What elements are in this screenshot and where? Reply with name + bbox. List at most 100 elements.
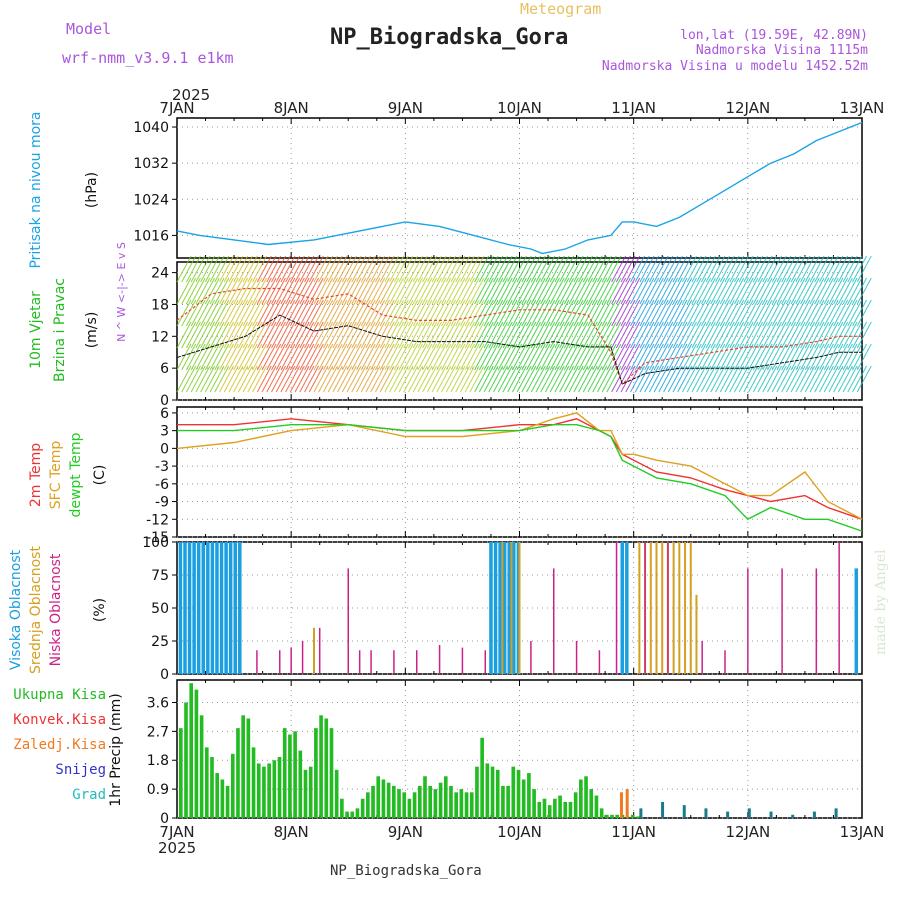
wind-barb: [412, 255, 428, 283]
wind-barb: [767, 299, 782, 327]
cloud-unit-label: (%): [92, 598, 108, 622]
wind-barb: [308, 277, 324, 305]
wind-barb: [597, 343, 612, 371]
wind-barb: [308, 299, 324, 327]
precip-grad-bar: [661, 801, 665, 818]
wind-barb: [682, 277, 697, 305]
wind-barb: [549, 343, 565, 371]
wind-barb: [847, 299, 863, 327]
precip-total-bar: [464, 792, 469, 818]
wind-barb: [568, 365, 584, 393]
wind-barb: [526, 277, 542, 305]
wind-barb: [545, 343, 560, 371]
wind-barb: [204, 277, 220, 305]
wind-barb: [304, 255, 319, 283]
wind-barb: [341, 255, 357, 283]
wind-barb: [776, 343, 792, 371]
wind-barb: [497, 299, 513, 327]
wind-barb: [587, 255, 603, 283]
wind-barb: [700, 321, 716, 349]
wind-barb: [691, 299, 707, 327]
wind-barb: [601, 343, 617, 371]
wind-barb: [578, 299, 593, 327]
precip-total-bar: [594, 795, 599, 818]
wind-barb: [304, 277, 319, 305]
wind-barb: [658, 343, 674, 371]
wind-barb: [417, 255, 433, 283]
wind-barb: [507, 321, 523, 349]
wind-barb: [800, 365, 816, 393]
wind-barb: [847, 365, 863, 393]
precip-total-bar: [215, 773, 220, 818]
wind-barb: [724, 365, 740, 393]
wind-barb: [460, 255, 475, 283]
wind-barb: [653, 299, 669, 327]
wind-barb: [700, 343, 716, 371]
wind-barb: [256, 365, 272, 393]
wind-barb: [833, 255, 849, 283]
wind-barb: [705, 255, 721, 283]
precip-total-bar: [241, 715, 245, 818]
wind-barb: [653, 255, 669, 283]
wind-barb: [625, 343, 641, 371]
x-tick-label-top: 8JAN: [274, 99, 309, 117]
wind-barb: [389, 321, 405, 349]
wind-barb: [308, 321, 324, 349]
wind-barb: [384, 321, 400, 349]
wind-barb: [422, 321, 438, 349]
wind-barb: [266, 277, 282, 305]
precip-grad-bar: [812, 811, 816, 818]
wind-barb: [252, 343, 268, 371]
wind-barb: [374, 255, 390, 283]
pressure-line: [176, 121, 863, 255]
wind-barb: [190, 365, 206, 393]
wind-barb: [682, 321, 697, 349]
wind-barb: [280, 321, 296, 349]
wind-barb: [563, 343, 579, 371]
wind-barb: [526, 321, 542, 349]
cloud-low-bar: [724, 650, 726, 674]
wind-barb: [360, 321, 376, 349]
wind-barb: [313, 299, 329, 327]
wind-barb: [464, 321, 480, 349]
wind-barb: [176, 343, 192, 371]
wind-barb: [223, 321, 239, 349]
wind-barb: [582, 365, 598, 393]
wind-barb: [682, 255, 697, 283]
precip-total-bar: [392, 785, 396, 818]
wind-barb: [653, 321, 669, 349]
wind-barb: [644, 277, 660, 305]
wind-barb: [738, 277, 754, 305]
wind-barb: [223, 277, 239, 305]
wind-barb: [837, 343, 853, 371]
wind-barb: [271, 299, 286, 327]
cloud-mid-bar: [678, 542, 681, 674]
wind-barb: [696, 343, 712, 371]
wind-barb: [686, 365, 702, 393]
wind-barb: [573, 299, 589, 327]
y-tick-label: 1032: [133, 156, 169, 172]
wind-barb: [426, 321, 442, 349]
footer-label: NP_Biogradska_Gora: [330, 863, 482, 879]
wind-barb: [521, 365, 537, 393]
wind-barb: [814, 343, 830, 371]
wind-barb: [611, 365, 627, 393]
wind-barb: [776, 299, 792, 327]
wind-barb: [634, 321, 650, 349]
wind-barb: [809, 365, 825, 393]
wind-barb: [478, 321, 494, 349]
wind-barb: [356, 255, 371, 283]
wind-barb: [445, 255, 461, 283]
wind-barb: [275, 343, 291, 371]
wind-barb: [223, 255, 239, 283]
wind-barb: [341, 277, 357, 305]
wind-barb: [408, 277, 423, 305]
wind-barb: [266, 299, 282, 327]
precip-total-bar: [469, 792, 474, 818]
wind-barb: [535, 277, 551, 305]
cloud-mid-bar: [510, 542, 513, 674]
cloud-high-bar: [854, 568, 859, 674]
wind-barb: [644, 321, 660, 349]
wind-barb: [346, 255, 362, 283]
wind-barb: [686, 299, 702, 327]
